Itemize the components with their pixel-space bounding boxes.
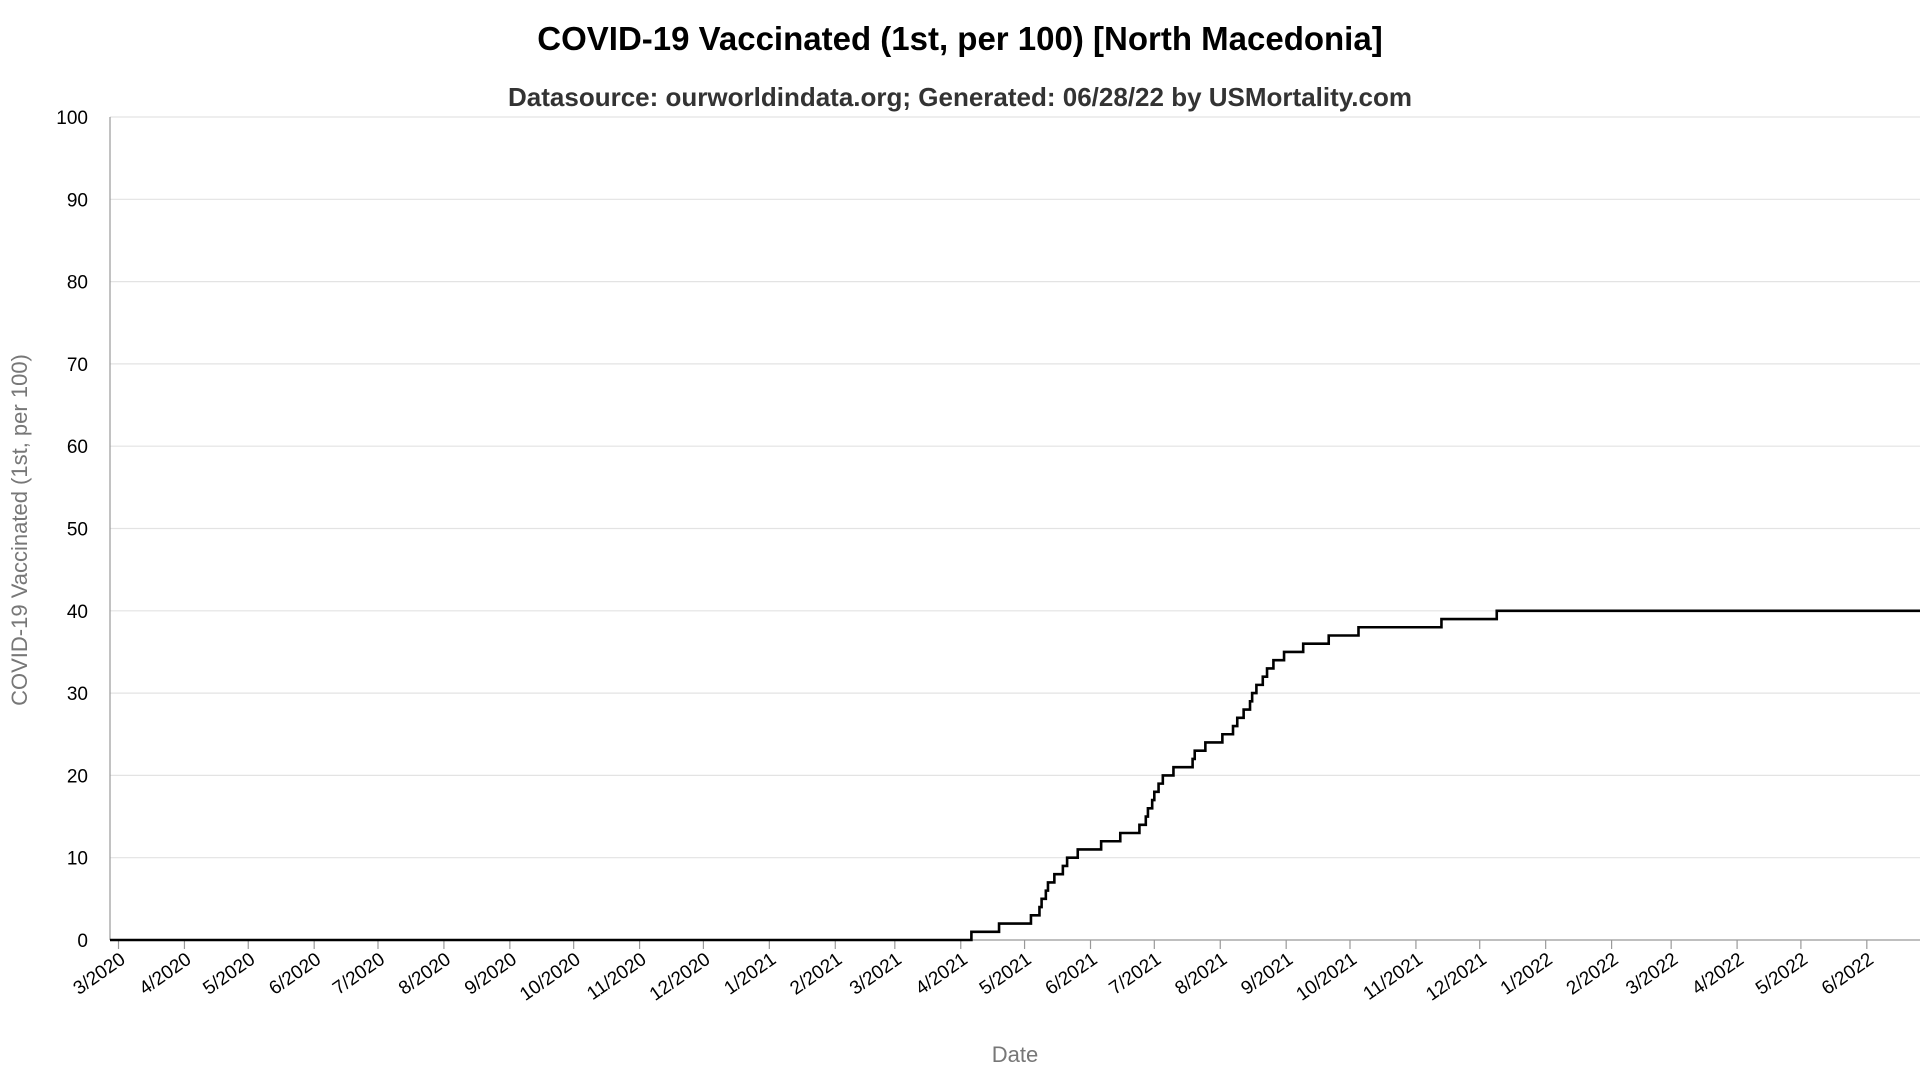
y-tick-label: 100 (56, 108, 88, 129)
series-layer (110, 609, 1920, 942)
x-tick-label: 1/2022 (1497, 949, 1557, 1000)
x-tick-label: 3/2021 (846, 949, 906, 1000)
x-axis-title: Date (992, 1042, 1038, 1067)
x-tick-label: 4/2020 (136, 949, 196, 1000)
y-tick-label: 50 (67, 520, 88, 541)
y-tick-label: 90 (67, 190, 88, 211)
x-tick-label: 4/2021 (912, 949, 972, 1000)
x-tick-label: 1/2021 (721, 949, 781, 1000)
chart-title: COVID-19 Vaccinated (1st, per 100) [Nort… (537, 20, 1382, 57)
y-tick-label: 20 (67, 766, 88, 787)
series-line (110, 609, 1920, 942)
x-tick-label: 9/2020 (461, 949, 521, 1000)
x-tick-label: 7/2021 (1106, 949, 1166, 1000)
chart-subtitle: Datasource: ourworldindata.org; Generate… (508, 82, 1412, 112)
x-tick-label: 11/2020 (583, 949, 650, 1005)
x-tick-label: 10/2021 (1293, 949, 1361, 1006)
x-tick-label: 3/2022 (1622, 949, 1682, 1000)
x-tick-label: 5/2022 (1752, 949, 1812, 1000)
x-tick-label: 5/2021 (976, 949, 1036, 1000)
x-tick-label: 7/2020 (329, 949, 389, 1000)
y-axis-title: COVID-19 Vaccinated (1st, per 100) (7, 354, 32, 706)
x-tick-label: 8/2020 (395, 949, 455, 1000)
x-tick-label: 4/2022 (1688, 949, 1748, 1000)
y-tick-label: 0 (77, 931, 88, 952)
x-tick-label: 2/2021 (786, 949, 846, 1000)
x-tick-label: 3/2020 (70, 949, 130, 1000)
y-tick-label: 10 (67, 849, 88, 870)
x-tick-label: 5/2020 (199, 949, 259, 1000)
x-tick-label: 2/2022 (1563, 949, 1623, 1000)
x-tick-label: 8/2021 (1171, 949, 1231, 1000)
x-tick-label: 10/2020 (516, 949, 584, 1006)
x-tick-label: 11/2021 (1360, 949, 1427, 1005)
y-tick-label: 70 (67, 355, 88, 376)
axes: 0 10 20 30 40 50 60 70 80 90 100 3/2020 4/2020 5/2020… (56, 108, 1920, 1005)
grid-lines (110, 116, 1920, 859)
x-tick-label: 6/2022 (1818, 949, 1878, 1000)
x-tick-label: 6/2020 (265, 949, 325, 1000)
x-tick-label: 12/2021 (1422, 949, 1490, 1006)
y-tick-label: 30 (67, 684, 88, 705)
x-tick-label: 12/2020 (646, 949, 714, 1006)
y-tick-label: 40 (67, 602, 88, 623)
y-tick-label: 60 (67, 437, 88, 458)
x-tick-label: 6/2021 (1042, 949, 1102, 1000)
y-tick-label: 80 (67, 273, 88, 294)
x-tick-label: 9/2021 (1237, 949, 1297, 1000)
